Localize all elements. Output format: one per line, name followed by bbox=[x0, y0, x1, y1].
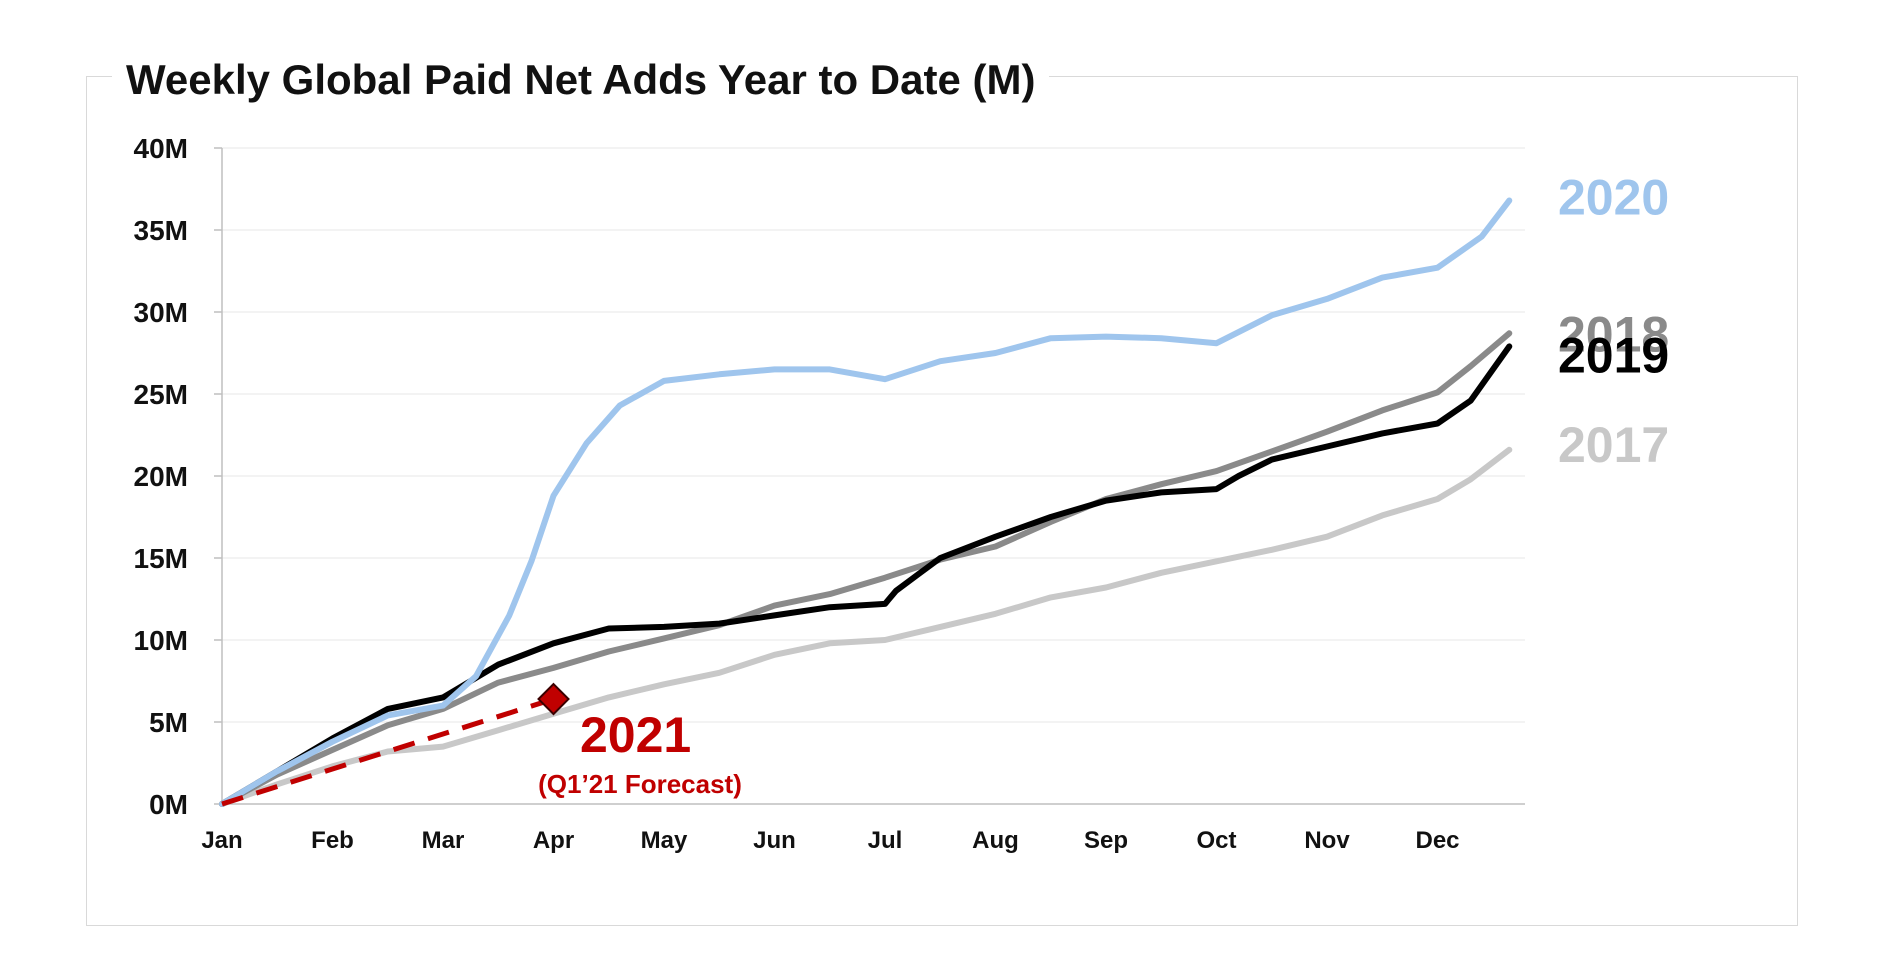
x-tick-label: Apr bbox=[533, 827, 574, 854]
series-label-2018: 2018 bbox=[1558, 306, 1669, 362]
x-tick-label: Mar bbox=[422, 827, 465, 854]
x-tick-label: Feb bbox=[311, 827, 354, 854]
x-tick-label: Sep bbox=[1084, 827, 1128, 854]
series-label-2019: 2019 bbox=[1558, 327, 1669, 383]
chart-title: Weekly Global Paid Net Adds Year to Date… bbox=[112, 50, 1050, 110]
y-tick-label: 35M bbox=[134, 215, 188, 246]
x-tick-label: Dec bbox=[1415, 827, 1459, 854]
x-tick-label: Aug bbox=[972, 827, 1019, 854]
forecast-label-2021: 2021 bbox=[580, 707, 691, 763]
x-tick-label: Jun bbox=[753, 827, 796, 854]
forecast-marker-2021 bbox=[537, 682, 570, 716]
forecast-sublabel: (Q1’21 Forecast) bbox=[538, 769, 742, 799]
y-tick-label: 15M bbox=[134, 543, 188, 574]
y-tick-label: 5M bbox=[149, 707, 188, 738]
x-tick-label: Oct bbox=[1196, 827, 1236, 854]
series-label-2020: 2020 bbox=[1558, 169, 1669, 225]
x-tick-label: May bbox=[641, 827, 688, 854]
y-tick-label: 20M bbox=[134, 461, 188, 492]
series-line-2019 bbox=[219, 343, 1513, 807]
x-tick-label: Jan bbox=[201, 827, 242, 854]
series-line-2020 bbox=[219, 197, 1513, 807]
y-tick-label: 10M bbox=[134, 625, 188, 656]
series-line-2018 bbox=[219, 330, 1513, 807]
forecast-line-2021 bbox=[221, 696, 555, 807]
series-label-2017: 2017 bbox=[1558, 417, 1669, 473]
y-tick-label: 25M bbox=[134, 379, 188, 410]
x-tick-label: Jul bbox=[868, 827, 903, 854]
x-tick-label: Nov bbox=[1304, 827, 1350, 854]
series-line-2017 bbox=[219, 446, 1513, 807]
y-tick-label: 0M bbox=[149, 789, 188, 820]
y-tick-label: 40M bbox=[134, 133, 188, 164]
y-tick-label: 30M bbox=[134, 297, 188, 328]
